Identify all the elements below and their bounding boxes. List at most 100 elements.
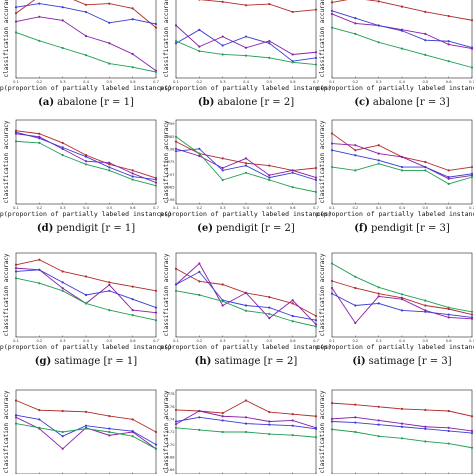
data-point bbox=[291, 299, 294, 302]
subplot-1: 0.1 0.2 0.3 0.4 0.5 0.6 0.7 classification accu… bbox=[0, 0, 172, 108]
data-point bbox=[424, 53, 427, 57]
data-point bbox=[131, 66, 134, 69]
y-tick-label: 0.99 bbox=[166, 122, 175, 126]
data-point bbox=[424, 310, 427, 313]
data-point bbox=[291, 302, 294, 305]
data-point bbox=[291, 10, 294, 14]
data-point bbox=[377, 405, 380, 408]
data-point bbox=[61, 19, 64, 22]
data-point bbox=[447, 316, 450, 319]
data-point bbox=[61, 6, 64, 9]
data-point bbox=[198, 280, 201, 283]
caption-text: abalone [r = 3] bbox=[373, 97, 450, 108]
data-point bbox=[14, 6, 18, 9]
data-point bbox=[131, 18, 134, 21]
data-point bbox=[108, 281, 111, 284]
x-tick-label: 0.1 bbox=[329, 80, 335, 84]
data-point bbox=[424, 169, 427, 172]
data-point bbox=[244, 309, 248, 312]
data-point bbox=[268, 296, 271, 299]
data-point bbox=[268, 420, 271, 423]
y-axis-label: classification accuracy bbox=[163, 120, 170, 203]
data-point bbox=[174, 135, 178, 138]
data-point bbox=[400, 437, 404, 440]
data-point bbox=[314, 323, 318, 326]
data-point bbox=[108, 427, 111, 430]
data-point bbox=[61, 154, 64, 157]
x-axis-label: p(proportion of partially labeled instan… bbox=[160, 343, 332, 351]
data-point bbox=[174, 289, 178, 292]
data-point bbox=[314, 190, 318, 194]
data-point bbox=[470, 446, 474, 449]
y-tick-label: 0.96 bbox=[166, 198, 175, 202]
x-tick-label: 0.7 bbox=[469, 206, 474, 210]
data-point bbox=[154, 311, 158, 314]
data-point bbox=[14, 20, 18, 23]
x-tick-label: 0.2 bbox=[36, 80, 42, 84]
data-point bbox=[108, 430, 111, 434]
x-tick-label: 0.5 bbox=[266, 80, 272, 84]
caption-letter: (d) bbox=[37, 223, 53, 234]
data-point bbox=[424, 32, 427, 36]
data-point bbox=[314, 56, 318, 59]
data-point bbox=[61, 289, 64, 292]
data-point bbox=[14, 12, 18, 15]
data-point bbox=[330, 1, 334, 4]
data-point bbox=[470, 46, 474, 49]
data-point bbox=[108, 434, 111, 437]
x-tick-label: 0.3 bbox=[376, 206, 382, 210]
data-point bbox=[131, 285, 134, 288]
data-point bbox=[154, 289, 158, 292]
y-tick-label: 0.70 bbox=[166, 443, 175, 447]
data-point bbox=[198, 28, 201, 31]
data-point bbox=[330, 26, 334, 29]
data-point bbox=[291, 186, 294, 189]
data-point bbox=[198, 152, 201, 155]
data-point bbox=[400, 293, 404, 296]
data-point bbox=[61, 146, 64, 149]
series-line-purple bbox=[15, 133, 157, 184]
data-point bbox=[38, 135, 41, 138]
y-tick-label: 0.98 bbox=[166, 148, 175, 152]
data-point bbox=[400, 29, 404, 32]
data-point bbox=[244, 430, 248, 434]
data-point bbox=[268, 56, 271, 59]
subplot-caption: (i) satimage [r = 3] bbox=[352, 356, 451, 367]
data-point bbox=[377, 295, 380, 298]
data-point bbox=[268, 164, 271, 167]
data-point bbox=[61, 141, 64, 145]
data-point bbox=[377, 419, 380, 422]
data-point bbox=[198, 0, 201, 1]
data-point bbox=[400, 298, 404, 301]
data-point bbox=[447, 426, 450, 429]
data-point bbox=[84, 155, 88, 158]
data-point bbox=[377, 152, 380, 155]
data-point bbox=[470, 431, 474, 435]
x-tick-label: 0.5 bbox=[266, 339, 272, 343]
x-tick-label: 0.3 bbox=[220, 206, 226, 210]
data-point bbox=[154, 447, 158, 450]
data-point bbox=[470, 313, 474, 316]
subplot-5: 0.1 0.2 0.3 0.4 0.5 0.6 0.7 0.99 0.985 0.98 0.975 0… bbox=[160, 119, 332, 234]
data-point bbox=[244, 54, 248, 57]
data-point bbox=[61, 270, 64, 273]
data-point bbox=[377, 0, 380, 3]
data-point bbox=[131, 309, 134, 312]
data-point bbox=[108, 161, 111, 164]
data-point bbox=[377, 435, 380, 438]
data-point bbox=[131, 175, 134, 178]
data-point bbox=[291, 61, 294, 64]
data-point bbox=[314, 319, 318, 322]
data-point bbox=[424, 39, 427, 42]
data-point bbox=[424, 299, 427, 302]
data-point bbox=[14, 414, 18, 417]
data-point bbox=[154, 22, 158, 26]
series-line-blue bbox=[175, 148, 317, 181]
data-point bbox=[84, 302, 88, 305]
x-tick-label: 0.2 bbox=[352, 80, 358, 84]
x-tick-label: 0.2 bbox=[196, 80, 202, 84]
series-line-blue bbox=[331, 149, 473, 178]
data-point bbox=[174, 408, 178, 412]
data-point bbox=[38, 282, 41, 285]
